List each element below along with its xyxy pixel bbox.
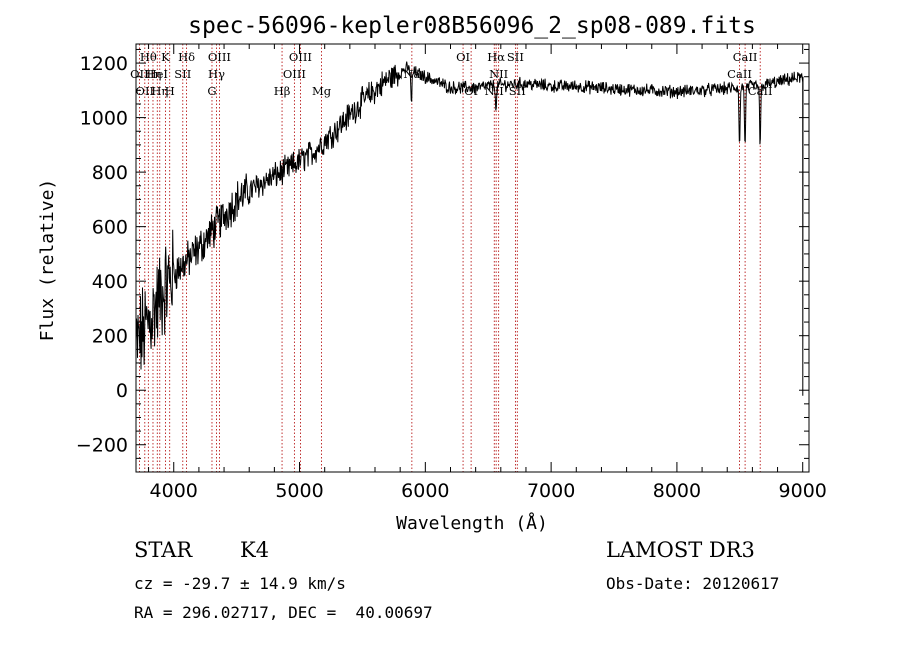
reference-line-label: OIII (283, 67, 306, 81)
reference-line-label: Hβ (274, 84, 291, 98)
reference-line-label: CaII (733, 50, 758, 64)
x-tick-label: 8000 (653, 480, 701, 502)
x-tick-label: 6000 (401, 480, 449, 502)
object-subclass: K4 (240, 538, 270, 562)
reference-line-label: Na (403, 67, 420, 81)
reference-line-label: CaII (727, 67, 752, 81)
y-axis-label: Flux (relative) (37, 179, 58, 342)
reference-line-label: OI (464, 84, 478, 98)
x-tick-label: 7000 (527, 480, 575, 502)
reference-line-label: SII (507, 50, 524, 64)
observation-date: Obs-Date: 20120617 (606, 574, 780, 593)
y-tick-label: 200 (92, 326, 128, 348)
reference-line-label: OII (136, 84, 155, 98)
reference-line-label: K (161, 50, 170, 64)
reference-line-label: Hδ (178, 50, 195, 64)
reference-line-label: SII (174, 67, 191, 81)
x-tick-label: 5000 (275, 480, 323, 502)
reference-line-label: Hη (151, 84, 168, 98)
reference-line-label: NII (489, 67, 508, 81)
reference-line-label: Mg (312, 84, 332, 98)
axis-ticks: 4000 5000 6000 7000 8000 9000 −200 0 200 400 600 80… (76, 44, 827, 502)
reference-line-label: OIII (289, 50, 312, 64)
reference-line-label: NII (485, 84, 504, 98)
reference-line-label: CaII (748, 84, 773, 98)
plot-frame (135, 43, 810, 473)
redshift-velocity: cz = -29.7 ± 14.9 km/s (134, 574, 346, 593)
y-tick-label: 800 (92, 162, 128, 184)
y-tick-label: 600 (92, 217, 128, 239)
reference-line-label: OIII (208, 50, 231, 64)
survey-name: LAMOST DR3 (606, 538, 755, 562)
y-tick-label: 0 (116, 380, 128, 402)
x-axis-label: Wavelength (Å) (396, 512, 548, 534)
x-tick-label: 4000 (150, 480, 198, 502)
reference-line-label: G (207, 84, 216, 98)
reference-line-label: Hη (145, 67, 162, 81)
reference-lines (138, 44, 761, 472)
object-class: STAR (134, 538, 193, 562)
y-tick-label: −200 (76, 435, 128, 457)
reference-line-labels: OIIOIIHθHηHeIHηKHSIIHδGHγOIIIHβOIIIOIIIM… (130, 50, 772, 98)
x-tick-label: 9000 (779, 480, 827, 502)
sky-coordinates: RA = 296.02717, DEC = 40.00697 (134, 603, 433, 622)
reference-line-label: H (165, 84, 175, 98)
chart-title: spec-56096-kepler08B56096_2_sp08-089.fit… (188, 13, 756, 39)
y-tick-label: 1200 (80, 53, 128, 75)
y-tick-label: 400 (92, 271, 128, 293)
y-tick-label: 1000 (80, 108, 128, 130)
reference-line-label: Hθ (140, 50, 157, 64)
reference-line-label: OI (456, 50, 470, 64)
reference-line-label: OII (130, 67, 149, 81)
reference-line-label: HeI (147, 67, 168, 81)
reference-line-label: SII (509, 84, 526, 98)
reference-line-label: Hα (487, 50, 505, 64)
reference-line-label: Hγ (208, 67, 225, 81)
spectrum-series-line (135, 61, 804, 396)
